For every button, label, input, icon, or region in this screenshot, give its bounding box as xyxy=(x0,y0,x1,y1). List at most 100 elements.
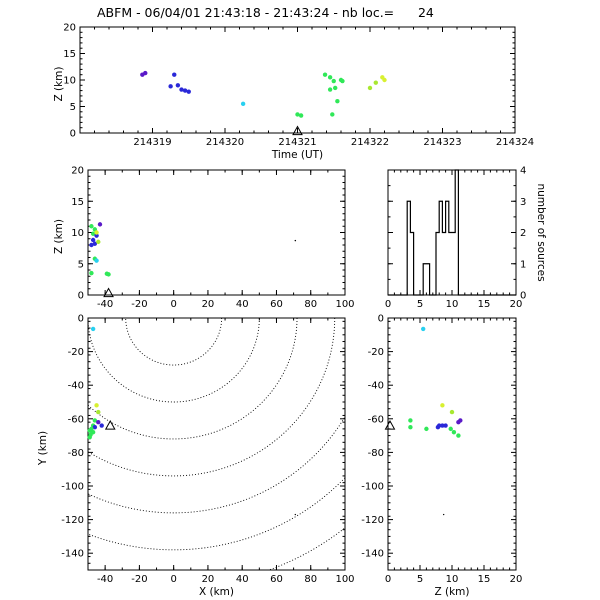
y-tick-label: -40 xyxy=(68,381,84,392)
histogram-bar xyxy=(442,233,445,296)
x-tick-label: 80 xyxy=(304,299,317,310)
plot-frame xyxy=(87,317,346,571)
source-point xyxy=(367,85,373,91)
x-tick-label: 10 xyxy=(446,574,459,585)
source-point xyxy=(333,85,338,91)
source-point xyxy=(240,101,246,107)
isolated-dot xyxy=(294,239,297,242)
source-point xyxy=(424,426,429,432)
time-height-panel: 214319 214320 214321 214322 214323 214324 0 5 10… xyxy=(53,23,534,162)
plot-frame xyxy=(387,317,517,571)
x-tick-label: 0 xyxy=(170,299,176,310)
source-point xyxy=(94,230,99,235)
source-point xyxy=(89,242,94,248)
source-point xyxy=(96,419,101,425)
y-tick-label: 10 xyxy=(63,76,76,87)
y-tick-label: 10 xyxy=(71,228,84,239)
y-tick-label: -20 xyxy=(368,347,384,358)
x-tick-label: 214321 xyxy=(278,137,316,148)
source-point xyxy=(97,222,103,227)
source-point xyxy=(456,419,461,425)
x-tick-label: 40 xyxy=(236,574,249,585)
source-point xyxy=(327,75,333,80)
y-tick-label: -20 xyxy=(68,347,84,358)
y-tick-label: 3 xyxy=(520,197,526,208)
source-point xyxy=(440,423,445,428)
y-tick-label: -80 xyxy=(68,448,84,459)
source-point xyxy=(179,87,184,92)
source-point xyxy=(99,423,104,428)
source-point xyxy=(408,418,413,423)
x-tick-label: 80 xyxy=(304,574,317,585)
y-tick-label: -100 xyxy=(61,482,84,493)
x-axis-label: X (km) xyxy=(199,586,234,598)
y-tick-label: 5 xyxy=(70,102,76,113)
y-tick-label: 0 xyxy=(70,129,76,140)
source-point xyxy=(92,241,98,246)
source-point xyxy=(327,87,333,92)
y-tick-label: 1 xyxy=(520,259,526,270)
y-tick-label: 20 xyxy=(71,166,84,177)
x-tick-label: -40 xyxy=(97,574,113,585)
x-tick-label: 0 xyxy=(385,574,391,585)
source-point xyxy=(443,423,448,428)
y-axis-label: number of sources xyxy=(535,183,547,281)
isolated-dot xyxy=(294,513,297,516)
y-tick-label: -140 xyxy=(361,549,384,560)
source-point xyxy=(94,233,99,238)
source-point xyxy=(172,72,177,77)
source-point xyxy=(96,239,101,245)
x-tick-label: 20 xyxy=(510,299,523,310)
x-tick-label: 214320 xyxy=(206,137,244,148)
x-axis-label: Time (UT) xyxy=(271,149,323,161)
source-point xyxy=(90,231,96,236)
source-point xyxy=(382,77,387,83)
isolated-dot xyxy=(442,513,445,516)
source-point xyxy=(451,430,457,435)
x-tick-label: 0 xyxy=(170,574,176,585)
x-tick-label: 214323 xyxy=(423,137,461,148)
source-point xyxy=(94,403,99,408)
x-tick-label: 214322 xyxy=(351,137,389,148)
x-z-panel: -40 -20 0 20 40 60 80 100 0 5 10 15 20 Z (km) xyxy=(53,166,355,311)
source-point xyxy=(295,112,300,117)
y-tick-label: 2 xyxy=(520,228,526,239)
z-y-panel: 0 5 10 15 20 0 -20 -40 -60 -80 -100 -120 -140 Z (km) xyxy=(361,314,522,599)
source-point xyxy=(96,409,101,415)
source-point xyxy=(456,433,461,438)
source-point xyxy=(421,326,426,332)
source-point xyxy=(449,409,455,415)
y-tick-label: 0 xyxy=(520,291,526,302)
y-tick-label: 0 xyxy=(78,291,84,302)
y-tick-label: 5 xyxy=(78,259,84,270)
histogram-outline xyxy=(388,169,516,296)
source-point xyxy=(182,88,188,93)
y-tick-label: -60 xyxy=(68,414,84,425)
source-point xyxy=(89,224,94,229)
x-tick-label: 20 xyxy=(510,574,523,585)
source-point xyxy=(90,326,96,332)
x-tick-label: 20 xyxy=(202,299,215,310)
y-tick-label: -140 xyxy=(61,549,84,560)
source-point xyxy=(322,72,328,77)
source-point xyxy=(92,425,98,430)
source-point xyxy=(298,113,304,118)
x-tick-label: 100 xyxy=(335,299,354,310)
source-point xyxy=(408,425,413,430)
y-axis-label: Y (km) xyxy=(37,431,49,466)
y-tick-label: -120 xyxy=(61,515,84,526)
source-point xyxy=(143,70,148,76)
x-y-panel: -40 -20 0 20 40 60 80 100 0 -20 -40 -60 -80 -100 -120 -… xyxy=(37,314,355,599)
source-point xyxy=(89,270,94,276)
x-tick-label: 15 xyxy=(478,299,491,310)
source-point xyxy=(175,83,181,88)
x-tick-label: 60 xyxy=(270,574,283,585)
station-marker xyxy=(384,419,396,430)
source-point xyxy=(373,80,378,85)
source-point xyxy=(335,99,340,104)
y-tick-label: 20 xyxy=(63,23,76,34)
source-point xyxy=(440,403,445,408)
y-tick-label: 15 xyxy=(63,49,76,60)
y-axis-label: Z (km) xyxy=(53,66,65,101)
